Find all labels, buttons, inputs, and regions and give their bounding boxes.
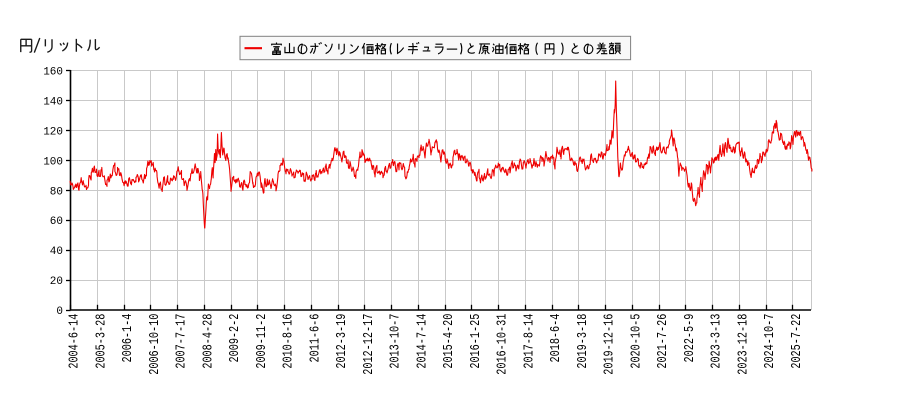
- svg-text:120: 120: [43, 126, 63, 138]
- svg-text:2023-3-13: 2023-3-13: [709, 314, 725, 369]
- svg-text:2005-3-28: 2005-3-28: [93, 314, 109, 369]
- svg-text:160: 160: [43, 67, 63, 79]
- svg-text:2019-3-18: 2019-3-18: [575, 314, 591, 369]
- svg-text:2015-4-20: 2015-4-20: [441, 314, 457, 369]
- svg-text:2025-7-22: 2025-7-22: [789, 314, 805, 369]
- svg-text:2017-8-14: 2017-8-14: [521, 314, 537, 369]
- svg-text:2006-1-4: 2006-1-4: [120, 314, 136, 363]
- svg-text:2011-6-6: 2011-6-6: [307, 314, 323, 363]
- svg-text:2013-10-7: 2013-10-7: [388, 314, 404, 369]
- svg-text:60: 60: [50, 216, 63, 228]
- svg-text:100: 100: [43, 156, 63, 168]
- svg-text:2024-10-7: 2024-10-7: [762, 314, 778, 369]
- svg-text:20: 20: [50, 276, 63, 288]
- svg-text:2007-7-17: 2007-7-17: [174, 314, 190, 369]
- svg-text:0: 0: [56, 306, 63, 318]
- svg-text:2006-10-10: 2006-10-10: [147, 314, 163, 375]
- svg-text:2004-6-14: 2004-6-14: [67, 314, 83, 369]
- svg-text:2010-8-16: 2010-8-16: [281, 314, 297, 369]
- svg-text:2022-5-9: 2022-5-9: [682, 314, 698, 363]
- svg-text:2019-12-16: 2019-12-16: [602, 314, 618, 375]
- svg-text:2020-10-5: 2020-10-5: [628, 314, 644, 369]
- svg-text:2009-2-2: 2009-2-2: [227, 314, 243, 363]
- svg-text:2016-10-31: 2016-10-31: [495, 314, 511, 375]
- svg-text:140: 140: [43, 96, 63, 108]
- svg-text:2008-4-28: 2008-4-28: [200, 314, 216, 369]
- svg-text:2021-7-26: 2021-7-26: [655, 314, 671, 369]
- svg-text:2012-12-17: 2012-12-17: [361, 314, 377, 375]
- svg-text:2012-3-19: 2012-3-19: [334, 314, 350, 369]
- svg-text:2009-11-2: 2009-11-2: [254, 314, 270, 369]
- svg-text:2023-12-18: 2023-12-18: [735, 314, 751, 375]
- svg-text:2018-6-4: 2018-6-4: [548, 314, 564, 363]
- svg-text:2014-7-14: 2014-7-14: [414, 314, 430, 369]
- svg-text:40: 40: [50, 246, 63, 258]
- svg-text:2016-1-25: 2016-1-25: [468, 314, 484, 369]
- svg-text:80: 80: [50, 186, 63, 198]
